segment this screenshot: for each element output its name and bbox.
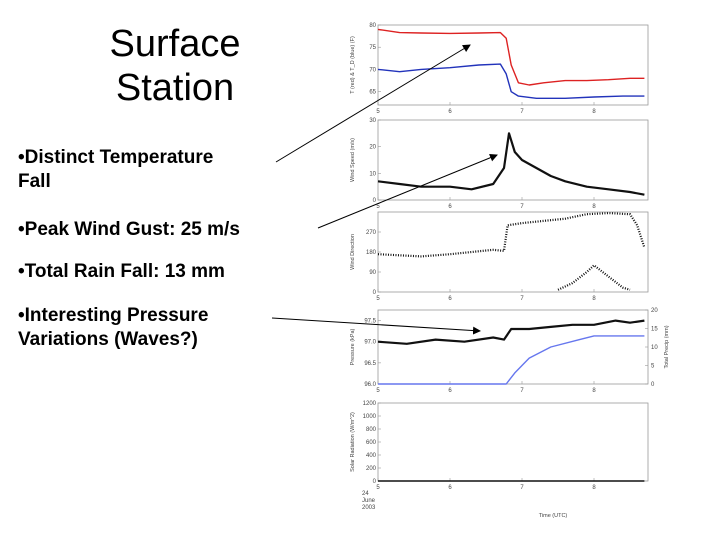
x-tick-label: 6 <box>448 388 452 394</box>
x-axis-label: Time (UTC) <box>539 513 568 519</box>
bullet-text-line2: Fall <box>18 171 51 192</box>
x-tick-label: 6 <box>448 204 452 210</box>
date-label-line: 2003 <box>362 505 376 511</box>
y-tick-label: 96.0 <box>364 382 376 388</box>
bullet-wind-gust: •Peak Wind Gust: 25 m/s <box>18 218 318 242</box>
bullet-text-line2: Variations (Waves?) <box>18 329 198 350</box>
bullet-mark: • <box>18 305 25 326</box>
title-line-1: Surface <box>109 23 241 65</box>
x-tick-label: 8 <box>592 485 596 491</box>
bullet-text-line1: Distinct Temperature <box>24 147 214 168</box>
y-tick-label-right: 20 <box>651 308 658 314</box>
bullet-pressure: •Interesting Pressure Variations (Waves?… <box>18 304 278 352</box>
series-1-line <box>377 28 645 86</box>
plot-frame <box>377 402 649 482</box>
y-tick-label-right: 10 <box>651 345 658 351</box>
y-tick-label: 1200 <box>363 401 377 407</box>
x-tick-label: 5 <box>376 296 380 302</box>
x-tick-label: 7 <box>520 485 524 491</box>
x-tick-label: 6 <box>448 485 452 491</box>
chart-panel-4: 96.0 96.5 97.0 97.5 0 5 10 15 20 Total Precip (mm… <box>350 308 670 394</box>
x-tick-label: 7 <box>520 109 524 115</box>
plot-frame <box>377 119 649 201</box>
y-tick-label: 0 <box>373 290 377 296</box>
y-tick-label: 200 <box>366 466 377 472</box>
y-tick-label: 0 <box>373 198 377 204</box>
x-tick-label: 5 <box>376 204 380 210</box>
chart-panel-3: 0 90 180 270 5 6 7 8 Wind Direction <box>350 211 649 302</box>
x-tick-label: 7 <box>520 204 524 210</box>
date-label-line: 24 <box>362 491 369 497</box>
y-tick-label: 1000 <box>363 414 377 420</box>
series-2-line <box>378 335 645 385</box>
y-tick-label: 180 <box>366 250 377 256</box>
y-tick-label: 97.5 <box>364 319 376 325</box>
y-tick-label-right: 15 <box>651 327 658 333</box>
y-tick-label: 800 <box>366 427 377 433</box>
title-line-2: Station <box>115 67 235 109</box>
series-1-line <box>377 319 645 345</box>
x-tick-label: 8 <box>592 204 596 210</box>
annotation-arrow-2 <box>317 153 498 229</box>
y-tick-label-right: 0 <box>651 382 655 388</box>
x-tick-label: 8 <box>592 109 596 115</box>
y-tick-label: 75 <box>369 45 376 51</box>
series-2-line <box>377 63 645 100</box>
y-axis-label: Solar Radiation (W/m^2) <box>350 412 356 472</box>
x-tick-label: 6 <box>448 109 452 115</box>
bullet-rain: •Total Rain Fall: 13 mm <box>18 260 318 284</box>
bullet-text-line1: Peak Wind Gust: 25 m/s <box>24 219 240 240</box>
x-tick-label: 7 <box>520 388 524 394</box>
x-tick-label: 7 <box>520 296 524 302</box>
y-axis-label: Wind Speed (m/s) <box>350 138 356 182</box>
y-tick-label: 30 <box>369 118 376 124</box>
y-tick-label: 70 <box>369 67 376 73</box>
x-tick-label: 8 <box>592 388 596 394</box>
series-2-trace <box>557 263 631 291</box>
bullet-mark: • <box>18 147 25 168</box>
y-tick-label: 96.5 <box>364 361 376 367</box>
y-tick-label: 600 <box>366 440 377 446</box>
annotation-arrow-3 <box>271 317 481 335</box>
y-axis-label: T (red) & T_D (blue) (F) <box>350 36 356 94</box>
y-axis-label-right: Total Precip (mm) <box>664 325 670 368</box>
y-tick-label: 0 <box>373 479 377 485</box>
y-tick-label: 20 <box>369 145 376 151</box>
y-tick-label: 65 <box>369 90 376 96</box>
y-tick-label: 10 <box>369 171 376 177</box>
annotation-arrow-1 <box>275 44 471 163</box>
x-tick-label: 6 <box>448 296 452 302</box>
bullet-temperature: •Distinct Temperature Fall <box>18 146 278 194</box>
series-1-trace <box>377 211 646 258</box>
bullet-text-line1: Interesting Pressure <box>24 305 209 326</box>
bullet-mark: • <box>18 261 25 282</box>
series-1-line <box>377 132 645 196</box>
chart-panel-5: 0 200 400 600 800 1000 1200 5 6 7 8 Solar Radiation… <box>350 401 649 519</box>
bullet-text-line1: Total Rain Fall: 13 mm <box>24 261 225 282</box>
chart-panel-2: 0 10 20 30 5 6 7 8 Wind Speed (m/s) <box>350 118 649 210</box>
y-tick-label: 97.0 <box>364 340 376 346</box>
y-axis-label: Pressure (kPa) <box>350 328 356 365</box>
chart-panel-1: 65 70 75 80 5 6 7 8 T (red) & T_D (blue) (F) <box>350 23 649 115</box>
x-tick-label: 5 <box>376 109 380 115</box>
y-tick-label: 90 <box>369 270 376 276</box>
plot-frame <box>377 24 649 106</box>
y-tick-label-right: 5 <box>651 364 655 370</box>
y-axis-label: Wind Direction <box>350 234 356 270</box>
slide-title: Surface Station <box>60 22 290 110</box>
x-tick-label: 5 <box>376 485 380 491</box>
y-tick-label: 270 <box>366 230 377 236</box>
y-tick-label: 80 <box>369 23 376 29</box>
y-tick-label: 400 <box>366 453 377 459</box>
x-tick-label: 8 <box>592 296 596 302</box>
date-label-line: June <box>362 498 376 504</box>
bullet-mark: • <box>18 219 25 240</box>
x-tick-label: 5 <box>376 388 380 394</box>
